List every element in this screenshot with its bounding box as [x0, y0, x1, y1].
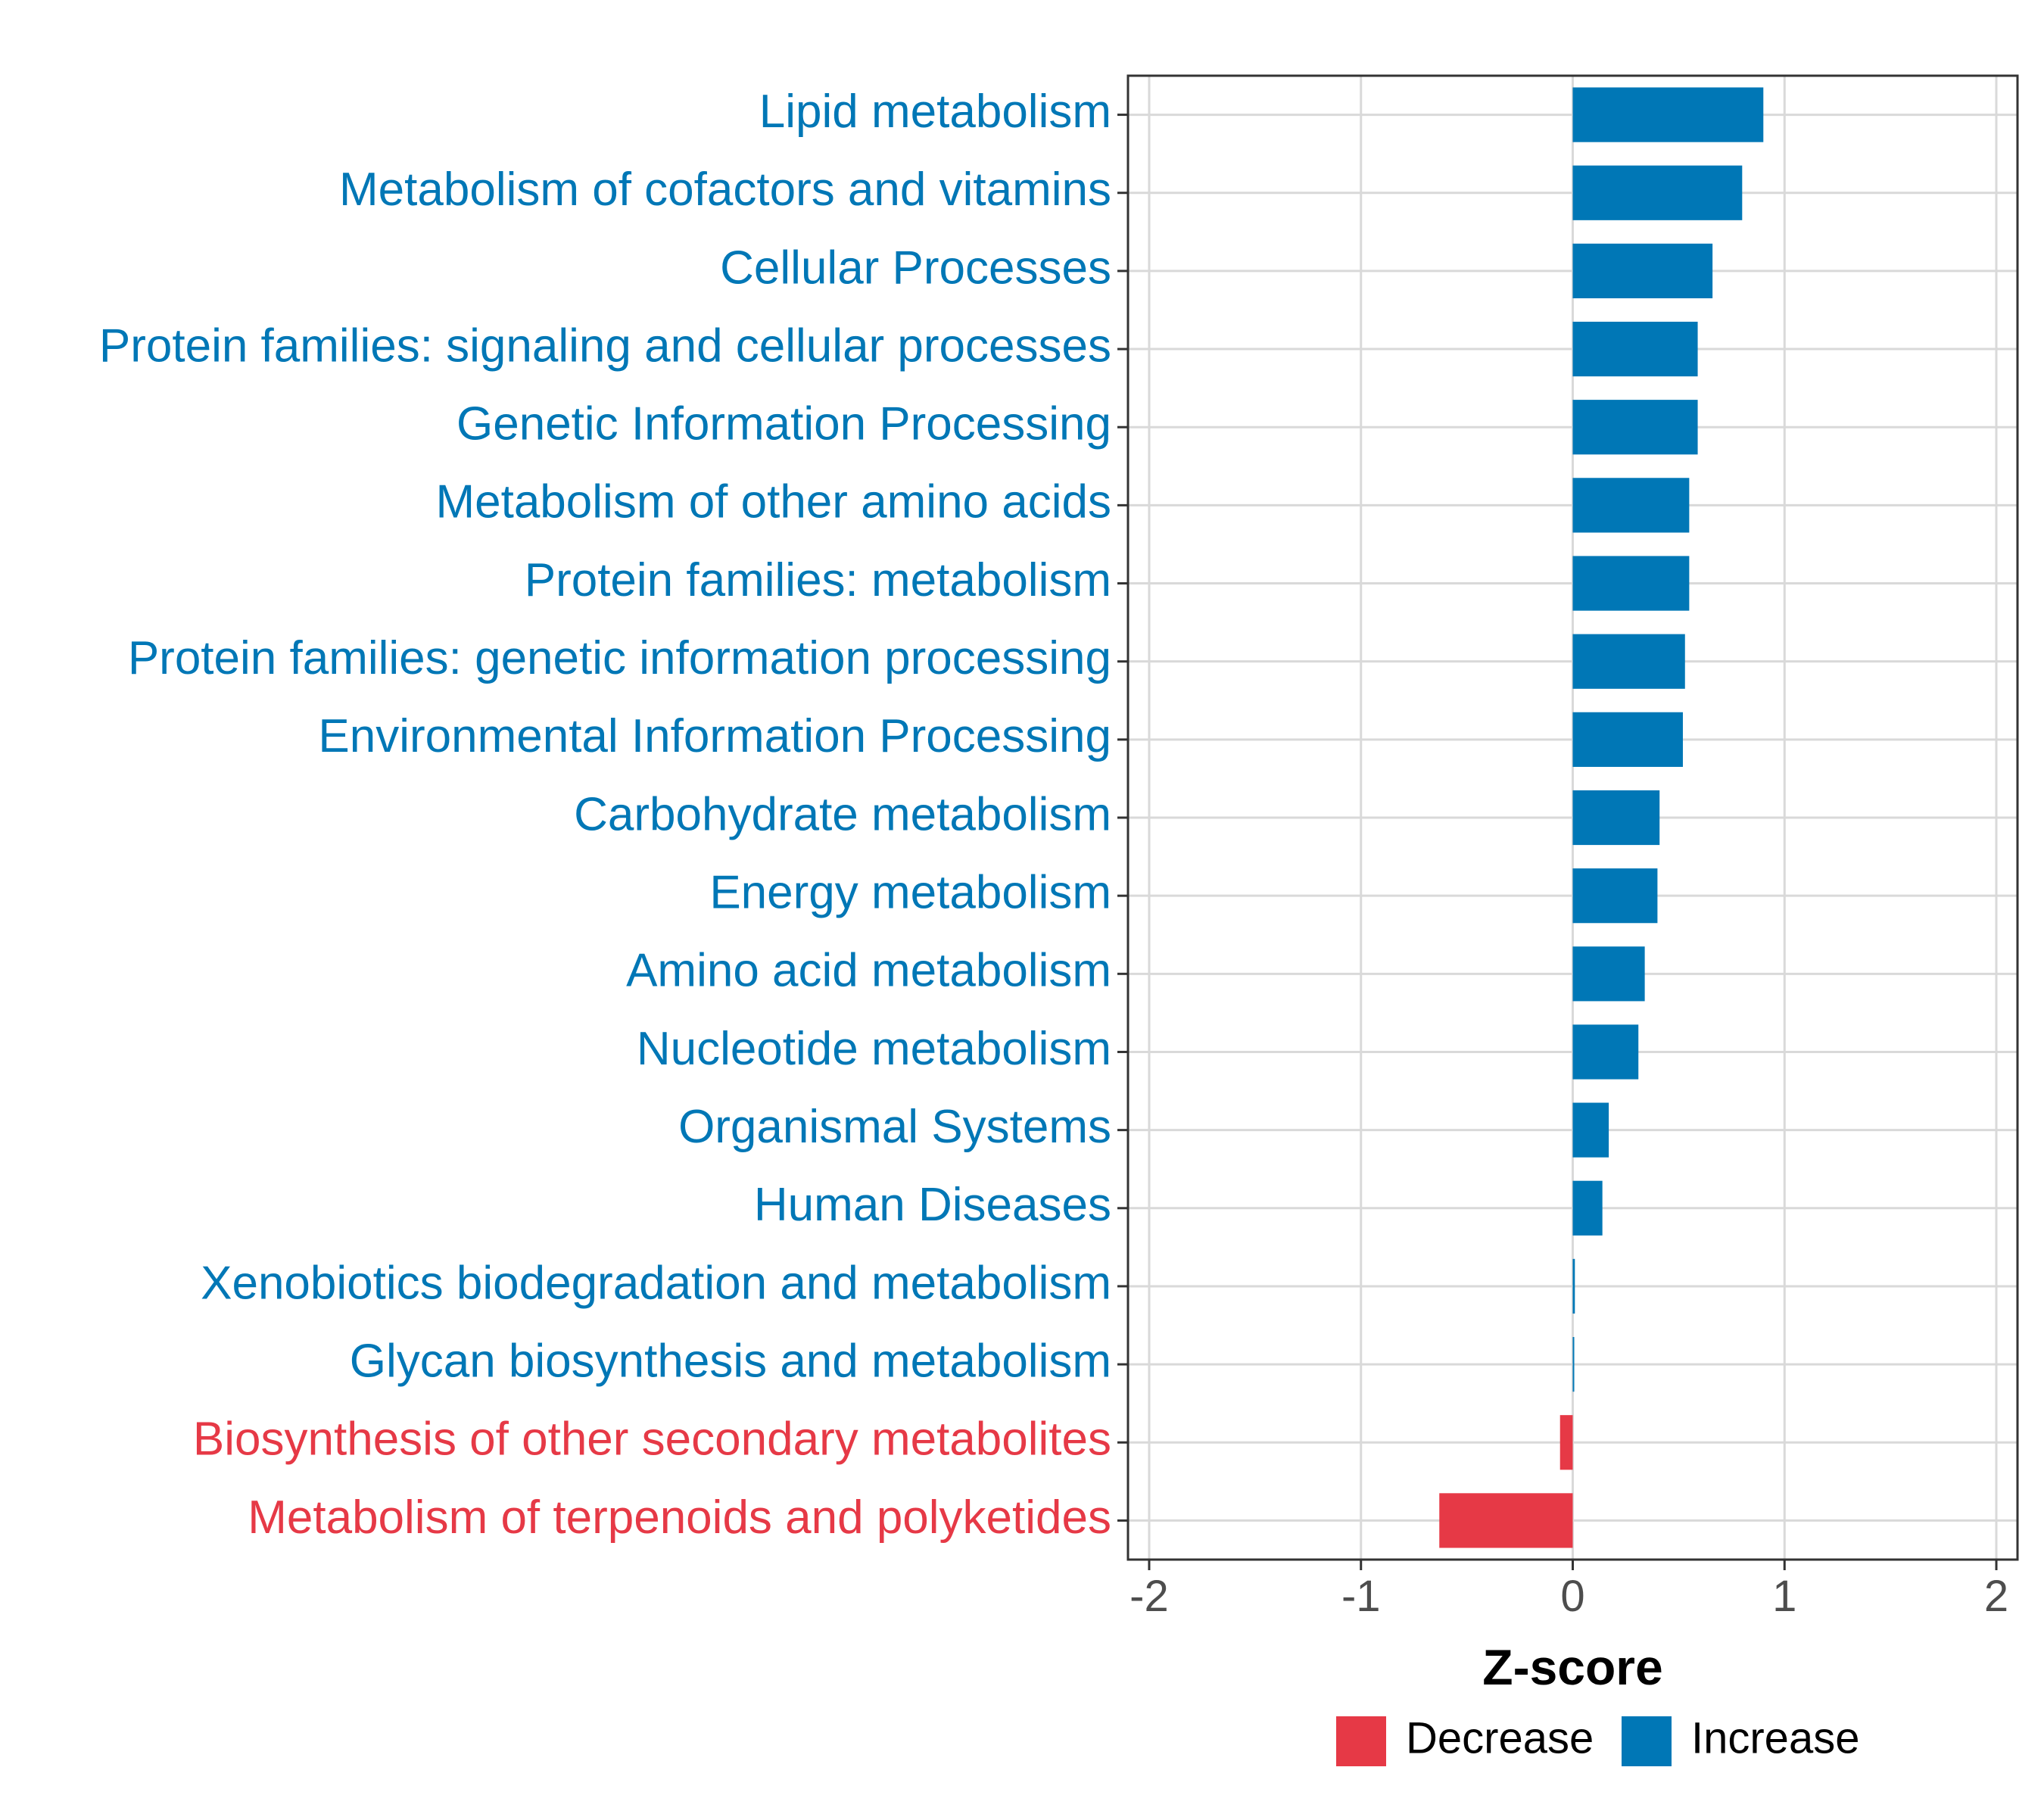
bar	[1559, 1415, 1573, 1470]
category-label: Lipid metabolism	[759, 86, 1111, 138]
category-label: Protein families: genetic information pr…	[128, 632, 1111, 684]
bar	[1572, 87, 1764, 142]
category-label: Protein families: metabolism	[525, 554, 1111, 606]
legend: Decrease Increase	[1336, 1713, 1859, 1766]
category-label: Xenobiotics biodegradation and metabolis…	[201, 1257, 1111, 1309]
x-tick-label: 0	[1560, 1572, 1584, 1621]
bar	[1572, 321, 1698, 377]
category-label: Nucleotide metabolism	[637, 1023, 1111, 1075]
bar	[1572, 1180, 1603, 1236]
category-labels: Lipid metabolism Metabolism of cofactors …	[99, 86, 1111, 1544]
category-label: Human Diseases	[754, 1179, 1111, 1231]
bar	[1572, 1024, 1639, 1080]
legend-label: Increase	[1691, 1713, 1859, 1762]
x-axis-title: Z-score	[1482, 1639, 1662, 1695]
category-label: Environmental Information Processing	[318, 710, 1111, 762]
category-label: Metabolism of terpenoids and polyketides	[248, 1491, 1111, 1544]
bar	[1572, 634, 1685, 689]
category-label: Amino acid metabolism	[626, 945, 1111, 997]
category-label: Protein families: signaling and cellular…	[99, 319, 1111, 372]
category-label: Organismal Systems	[678, 1101, 1111, 1153]
legend-label: Decrease	[1406, 1713, 1594, 1762]
bar	[1572, 1337, 1575, 1392]
category-label: Metabolism of other amino acids	[435, 476, 1111, 528]
bar	[1572, 556, 1690, 611]
bar	[1572, 946, 1645, 1002]
bar	[1572, 790, 1660, 846]
bar	[1572, 478, 1690, 533]
bar	[1439, 1493, 1573, 1548]
category-label: Energy metabolism	[709, 867, 1111, 919]
bar	[1572, 712, 1683, 767]
legend-swatch	[1622, 1716, 1672, 1766]
category-label: Glycan biosynthesis and metabolism	[350, 1335, 1111, 1387]
x-tick-label: -1	[1341, 1572, 1381, 1621]
bar	[1572, 243, 1713, 298]
x-tick-label: 2	[1984, 1572, 2008, 1621]
category-label: Genetic Information Processing	[456, 398, 1111, 450]
x-tick-label: -2	[1129, 1572, 1169, 1621]
bar	[1572, 165, 1743, 220]
ticks-layer	[1117, 114, 1998, 1570]
category-label: Biosynthesis of other secondary metaboli…	[193, 1413, 1111, 1466]
bar	[1572, 1102, 1609, 1158]
category-label: Cellular Processes	[720, 242, 1111, 294]
bar	[1572, 868, 1658, 924]
bar	[1572, 1258, 1575, 1314]
bar	[1572, 400, 1698, 455]
bars-layer	[1439, 87, 1764, 1548]
legend-swatch	[1336, 1716, 1386, 1766]
x-tick-label: 1	[1772, 1572, 1796, 1621]
category-label: Metabolism of cofactors and vitamins	[339, 164, 1111, 216]
category-label: Carbohydrate metabolism	[574, 788, 1111, 840]
x-tick-labels: -2 -1 0 1 2	[1129, 1572, 2008, 1621]
